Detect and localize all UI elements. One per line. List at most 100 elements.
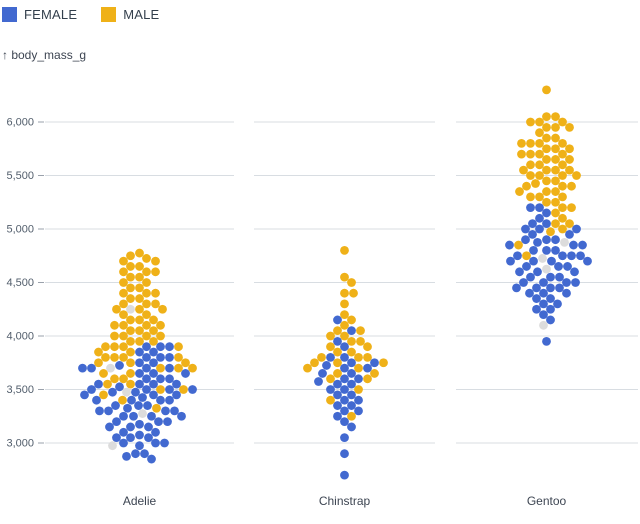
dot-female xyxy=(161,406,170,416)
dot-female xyxy=(165,363,174,373)
dot-female xyxy=(340,470,349,480)
dot-female xyxy=(347,422,356,432)
dot-female xyxy=(555,283,564,293)
dot-female xyxy=(170,406,179,416)
dot-male xyxy=(126,379,135,389)
dot-female xyxy=(570,267,579,277)
dot-male xyxy=(135,248,144,258)
dot-female xyxy=(115,382,124,392)
dot-female xyxy=(340,417,349,426)
dot-female xyxy=(144,422,153,432)
dot-male xyxy=(565,219,574,229)
dot-male xyxy=(517,139,526,148)
dot-female xyxy=(156,353,165,362)
dot-female xyxy=(172,390,181,400)
dot-female xyxy=(578,240,587,250)
dot-male xyxy=(347,411,356,421)
dot-female xyxy=(165,395,174,405)
dot-female xyxy=(546,304,555,314)
legend-item-female: FEMALE xyxy=(2,7,77,22)
dot-female xyxy=(129,411,138,421)
dot-female xyxy=(156,342,165,352)
dot-female xyxy=(532,283,541,293)
dot-female xyxy=(542,235,551,245)
dot-female xyxy=(188,385,197,394)
dot-female xyxy=(119,438,128,448)
dot-male xyxy=(558,160,567,170)
dot-female xyxy=(363,363,372,373)
dot-male xyxy=(101,353,110,362)
dot-female xyxy=(347,326,356,336)
dot-male xyxy=(174,363,183,373)
dot-female xyxy=(567,251,576,261)
dot-male xyxy=(333,358,342,368)
dot-male xyxy=(156,385,165,394)
dot-female xyxy=(131,387,140,397)
dot-male xyxy=(119,331,128,341)
dot-na xyxy=(108,441,117,451)
dot-female xyxy=(149,358,158,368)
dot-male xyxy=(340,310,349,319)
dot-female xyxy=(140,449,149,459)
dot-male xyxy=(531,179,540,188)
dot-male xyxy=(558,224,567,234)
y-tick-label: 4,500 xyxy=(6,277,34,289)
dot-female xyxy=(149,390,158,400)
dot-female xyxy=(165,374,174,384)
dot-male xyxy=(119,353,128,362)
dot-male xyxy=(517,149,526,159)
dot-female xyxy=(519,278,528,287)
dot-female xyxy=(526,272,535,282)
dot-female xyxy=(542,208,551,218)
dot-female xyxy=(126,433,135,443)
dot-female xyxy=(535,224,544,234)
dot-female xyxy=(156,374,165,384)
dot-male xyxy=(151,288,160,298)
dot-male xyxy=(558,149,567,159)
dot-male xyxy=(119,267,128,277)
dot-female xyxy=(326,385,335,394)
y-tick-label: 5,000 xyxy=(6,224,34,236)
dot-male xyxy=(551,165,560,175)
dot-female xyxy=(318,369,327,378)
dot-male xyxy=(526,160,535,170)
dot-female xyxy=(333,390,342,400)
dot-male xyxy=(326,395,335,405)
dot-female xyxy=(576,251,585,261)
dot-female xyxy=(521,235,530,245)
dot-female xyxy=(135,369,144,378)
dot-male xyxy=(558,213,567,223)
dot-male xyxy=(110,320,119,330)
dot-male xyxy=(526,139,535,148)
dot-male xyxy=(558,181,567,191)
dot-male xyxy=(535,192,544,202)
dot-male xyxy=(542,187,551,196)
dot-male xyxy=(156,331,165,341)
dot-female xyxy=(135,419,144,429)
dot-male xyxy=(135,272,144,282)
dot-female xyxy=(539,278,548,287)
dot-male xyxy=(558,203,567,213)
dot-female xyxy=(565,229,574,239)
dot-female xyxy=(571,278,580,287)
dot-male xyxy=(551,155,560,164)
dot-female xyxy=(165,385,174,394)
dot-female xyxy=(134,401,143,410)
dot-female xyxy=(506,256,515,266)
dot-male xyxy=(551,176,560,186)
dot-male xyxy=(542,133,551,143)
dot-female xyxy=(87,363,96,373)
dot-male xyxy=(551,187,560,196)
dot-female xyxy=(111,401,120,410)
dot-male xyxy=(349,288,358,298)
dot-female xyxy=(333,315,342,325)
dot-male xyxy=(535,139,544,148)
dot-female xyxy=(563,262,572,271)
legend-label-male: MALE xyxy=(123,7,160,22)
dot-female xyxy=(526,203,535,213)
dot-male xyxy=(142,299,151,309)
dot-na xyxy=(122,387,131,397)
dot-male xyxy=(363,342,372,352)
dot-female xyxy=(108,387,117,397)
dot-female xyxy=(525,288,534,298)
